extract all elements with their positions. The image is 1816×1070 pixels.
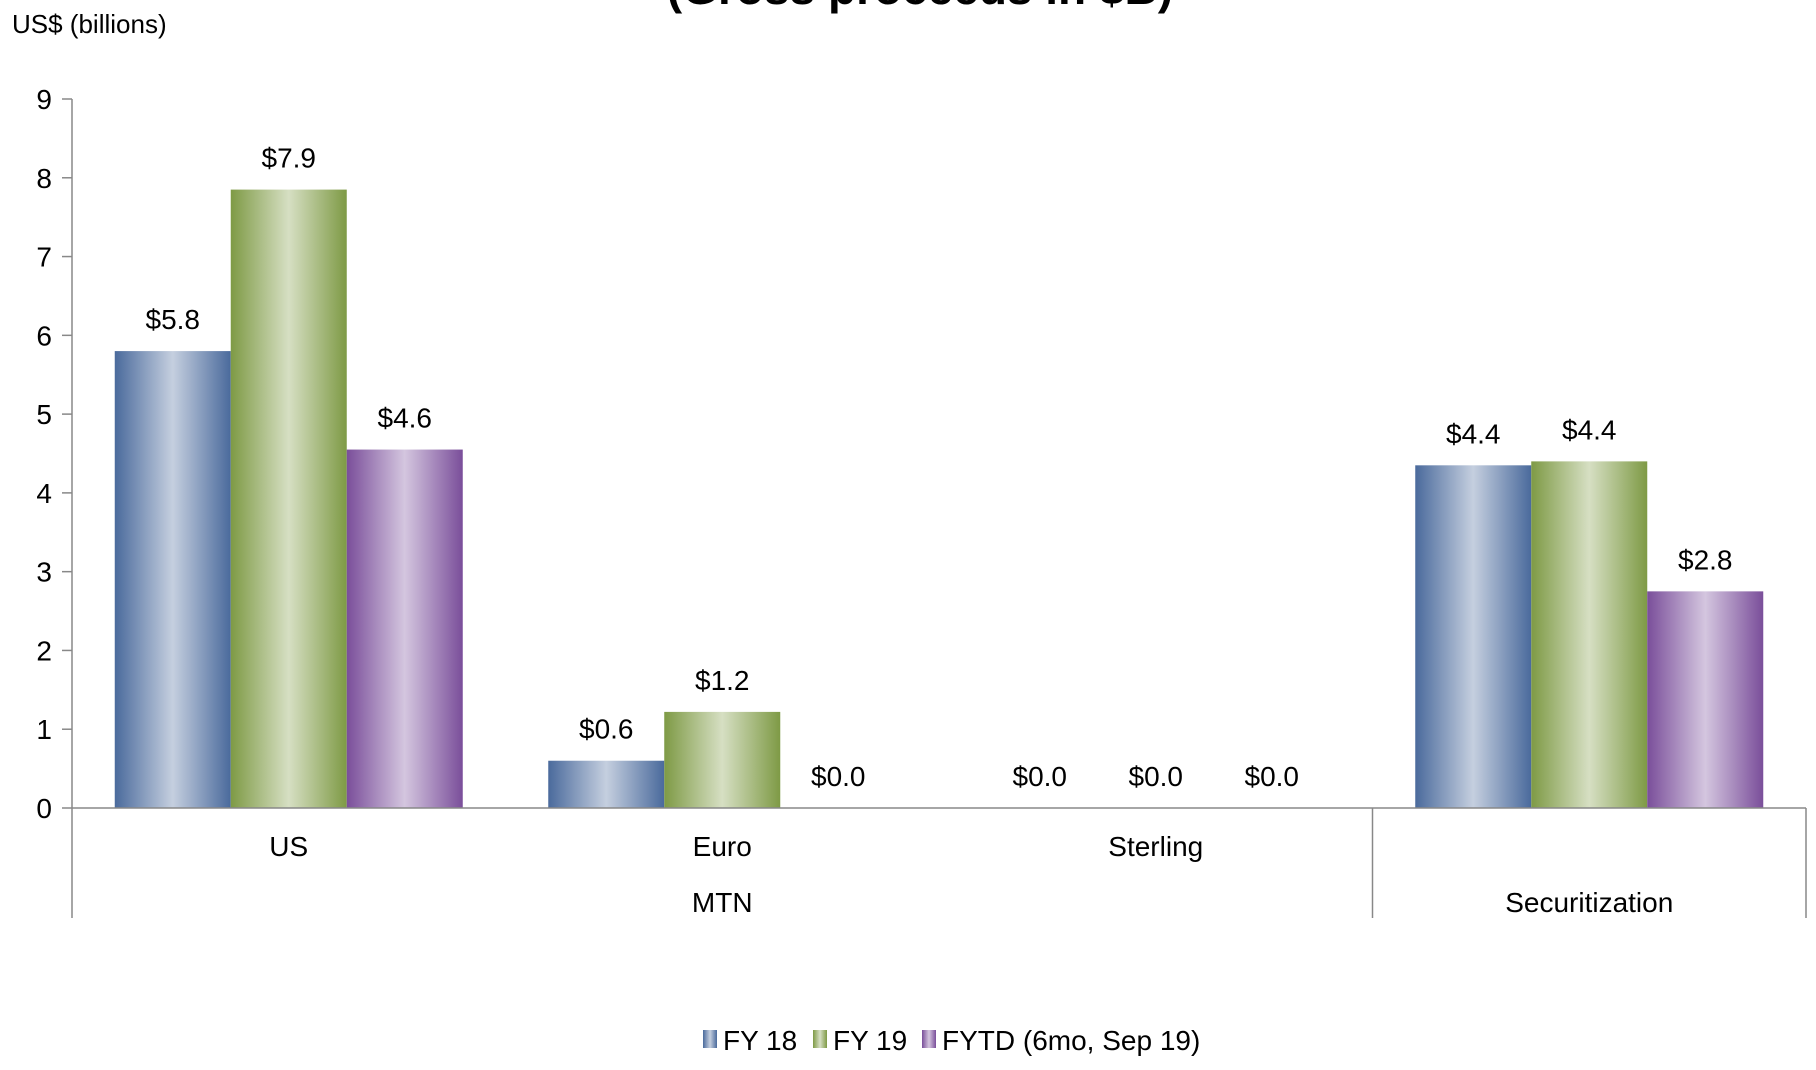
data-label: $5.8 <box>146 304 201 335</box>
bar-fy-19-securitization <box>1531 461 1648 808</box>
x-category-label: US <box>269 831 308 862</box>
bar-fy-18-euro <box>548 760 665 808</box>
y-tick-label: 6 <box>36 320 52 351</box>
data-label: $0.0 <box>811 761 866 792</box>
x-group-label: MTN <box>692 887 753 918</box>
data-label: $0.0 <box>1013 761 1068 792</box>
y-tick-label: 0 <box>36 793 52 824</box>
bar-fy-19-euro <box>664 711 781 808</box>
data-label: $0.0 <box>1129 761 1184 792</box>
y-tick-label: 8 <box>36 163 52 194</box>
y-tick-label: 4 <box>36 478 52 509</box>
bar-fy-18-us <box>114 351 231 808</box>
y-tick-label: 7 <box>36 242 52 273</box>
x-group-label: Securitization <box>1505 887 1673 918</box>
y-tick-label: 3 <box>36 557 52 588</box>
legend-swatch <box>813 1030 827 1048</box>
y-tick-label: 9 <box>36 84 52 115</box>
chart-title: (Gross proceeds in $B) <box>667 0 1173 14</box>
data-label: $1.2 <box>695 665 750 696</box>
legend-swatch <box>703 1030 717 1048</box>
y-tick-label: 2 <box>36 635 52 666</box>
bar-fy-19-us <box>230 189 347 808</box>
data-label: $7.9 <box>262 143 317 174</box>
x-axis: US Euro Sterling MTN Securitization <box>72 807 1807 918</box>
x-category-label: Sterling <box>1108 831 1203 862</box>
legend-swatch <box>922 1030 936 1048</box>
data-label: $2.8 <box>1678 544 1733 575</box>
legend-label: FYTD (6mo, Sep 19) <box>942 1025 1200 1056</box>
data-label: $4.4 <box>1562 414 1617 445</box>
data-label: $0.0 <box>1245 761 1300 792</box>
y-tick-label: 5 <box>36 399 52 430</box>
data-labels: $5.8 $7.9 $4.6 $0.6 $1.2 $0.0 $0.0 $0.0 $0.0 $4.4… <box>146 143 1733 792</box>
legend-label: FY 18 <box>723 1025 797 1056</box>
data-label: $4.6 <box>378 403 433 434</box>
data-label: $0.6 <box>579 714 634 745</box>
x-category-label: Euro <box>693 831 752 862</box>
legend-label: FY 19 <box>833 1025 907 1056</box>
bar-fy-18-securitization <box>1415 465 1532 808</box>
bars <box>114 189 1764 808</box>
y-tick-label: 1 <box>36 714 52 745</box>
legend: FY 18 FY 19 FYTD (6mo, Sep 19) <box>703 1025 1200 1056</box>
y-axis: 0 1 2 3 4 5 6 7 8 9 <box>36 84 73 918</box>
bar-fytd-6mo-sep-19--us <box>346 449 463 808</box>
data-label: $4.4 <box>1446 418 1501 449</box>
bar-fytd-6mo-sep-19--securitization <box>1647 591 1764 808</box>
y-axis-unit-label: US$ (billions) <box>12 9 167 39</box>
